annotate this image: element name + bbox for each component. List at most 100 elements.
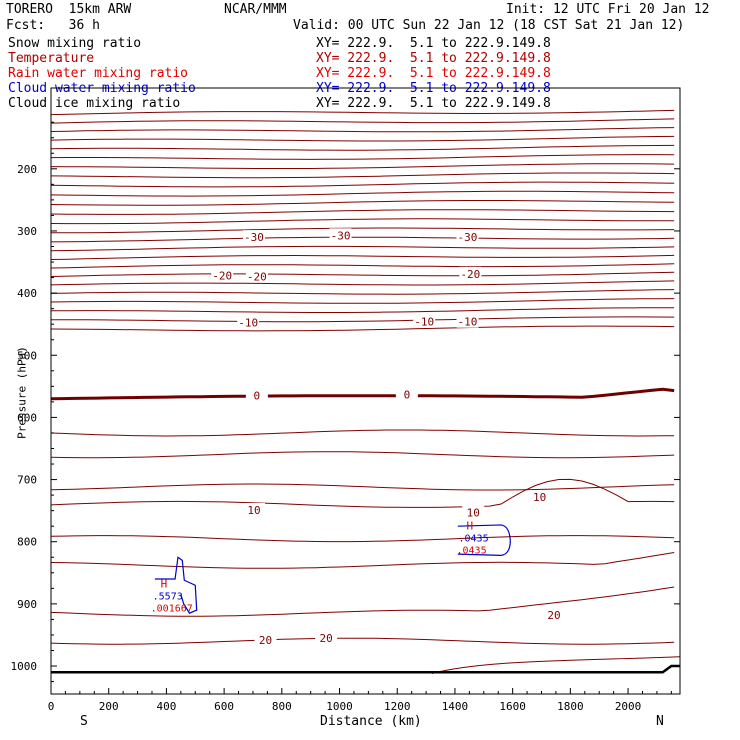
x-axis-right-end-label: N: [656, 714, 664, 729]
isotherm-line-0: [50, 109, 675, 116]
contour-label-7: -10: [414, 316, 434, 329]
contour-label-5: -20: [460, 268, 480, 281]
contour-label-bg-9: [245, 388, 268, 402]
isotherm-line-32: [50, 637, 675, 645]
x-axis-label: Distance (km): [320, 714, 422, 729]
plot-frame: [50, 87, 681, 695]
contour-label-10: 0: [404, 388, 411, 401]
isotherm-line-20: [50, 289, 675, 295]
x-tick-label-1000: 1000: [326, 700, 353, 713]
y-tick-label-900: 900: [17, 598, 37, 611]
extrema-value-label-0: .5573: [153, 591, 183, 602]
y-tick-label-300: 300: [17, 225, 37, 238]
x-tick-label-0: 0: [48, 700, 55, 713]
contour-label-bg-15: [315, 631, 338, 645]
isotherm-line-28: [50, 478, 675, 508]
isotherm-line-22: [50, 307, 675, 313]
isotherm-line-5: [50, 154, 675, 160]
x-tick-label-1600: 1600: [499, 700, 526, 713]
contour-label-bg-3: [211, 268, 234, 282]
x-axis-left-end-label: S: [80, 714, 88, 729]
contour-label-bg-2: [456, 230, 479, 244]
contour-label-bg-16: [543, 608, 566, 622]
contour-label-11: 10: [247, 504, 260, 517]
isotherm-line-18: [50, 271, 675, 277]
init-label: Init: 12 UTC Fri 20 Jan 12: [506, 2, 710, 17]
isotherm-line-10: [50, 200, 675, 206]
isotherm-line-11: [50, 209, 675, 215]
x-tick-label-800: 800: [272, 700, 292, 713]
y-tick-label-700: 700: [17, 474, 37, 487]
contour-label-6: -10: [238, 316, 258, 329]
contour-label-bg-14: [254, 632, 277, 646]
isotherm-line-27: [50, 483, 675, 491]
isotherm-line-4: [50, 144, 675, 151]
extrema-h-label-1: H: [466, 520, 473, 533]
contour-label-1: -30: [331, 229, 351, 242]
contour-label-bg-0: [242, 230, 265, 244]
contour-label-13: 10: [533, 491, 546, 504]
isotherm-line-9: [50, 190, 675, 197]
contour-label-bg-11: [242, 503, 265, 517]
ground-surface: [51, 664, 680, 674]
extrema-sub-label-1: .0435: [456, 546, 486, 557]
contour-label-bg-10: [395, 387, 418, 401]
field-name-cloud-ice: Cloud ice mixing ratio: [8, 96, 181, 111]
isotherm-line-16: [50, 254, 675, 260]
x-tick-label-1400: 1400: [442, 700, 469, 713]
contour-label-12: 10: [467, 507, 480, 520]
field-xy-cloud-water: XY= 222.9. 5.1 to 222.9.149.8: [316, 81, 551, 96]
isotherm-line-23: [51, 316, 675, 323]
isotherm-lines: [50, 109, 681, 674]
extrema-value-label-1: .0435: [458, 534, 488, 545]
y-tick-label-200: 200: [17, 163, 37, 176]
contour-label-16: 20: [547, 609, 560, 622]
contour-label-bg-8: [456, 314, 479, 328]
field-xy-rain: XY= 222.9. 5.1 to 222.9.149.8: [316, 66, 551, 81]
y-tick-label-800: 800: [17, 536, 37, 549]
cloud-water-contour-east: [457, 524, 511, 556]
x-tick-label-2000: 2000: [615, 700, 642, 713]
x-tick-label-1200: 1200: [384, 700, 411, 713]
axis-ticks: 0 200 400 600 800 1000 1200 1400 1600 1800 2000200…: [11, 121, 680, 713]
isotherm-line-17: [50, 263, 675, 269]
isotherm-line-24: [50, 325, 675, 332]
contour-label-9: 0: [254, 390, 261, 403]
contour-labels: -30 -30 -30 -20 -20 -20 -10 -10 -10 0 0 10 10 10 20 20 2…: [151, 228, 566, 647]
contour-label-bg-5: [459, 266, 482, 280]
contour-label-bg-13: [528, 489, 551, 503]
isotherm-line-6: [50, 163, 675, 169]
isotherm-line-31: [50, 586, 675, 617]
isotherm-line-1: [50, 118, 675, 124]
y-tick-label-400: 400: [17, 287, 37, 300]
contour-label-3: -20: [212, 270, 232, 283]
cloud-water-contour-west: [154, 556, 198, 614]
ground-line: [51, 664, 680, 674]
contour-label-4: -20: [247, 270, 267, 283]
org-label: NCAR/MMM: [224, 2, 287, 17]
contour-label-bg-6: [237, 315, 260, 329]
x-tick-label-600: 600: [214, 700, 234, 713]
extrema-h-label-0: H: [161, 577, 168, 590]
isotherm-line-13: [51, 227, 675, 234]
freezing-level-line: [50, 387, 675, 401]
isotherm-line-21: [50, 298, 675, 304]
isotherm-line-8: [50, 181, 675, 188]
x-tick-label-200: 200: [99, 700, 119, 713]
field-xy-cloud-ice: XY= 222.9. 5.1 to 222.9.149.8: [316, 96, 551, 111]
freezing-line: [50, 387, 675, 401]
isotherm-line-29: [50, 535, 675, 543]
field-name-cloud-water: Cloud water mixing ratio: [8, 81, 196, 96]
extrema-sub-label-0: .001667: [151, 603, 193, 614]
isotherm-line-12: [50, 218, 675, 225]
isotherm-line-25: [50, 429, 675, 437]
field-name-temperature: Temperature: [8, 51, 95, 66]
plot-border: [50, 87, 681, 695]
isotherm-line-30: [50, 552, 675, 569]
field-name-rain: Rain water mixing ratio: [8, 66, 189, 81]
isotherm-line-7: [50, 172, 675, 179]
y-axis-label: Pressure (hPa): [15, 346, 29, 439]
field-xy-temperature: XY= 222.9. 5.1 to 222.9.149.8: [316, 51, 551, 66]
field-name-snow: Snow mixing ratio: [8, 36, 142, 51]
